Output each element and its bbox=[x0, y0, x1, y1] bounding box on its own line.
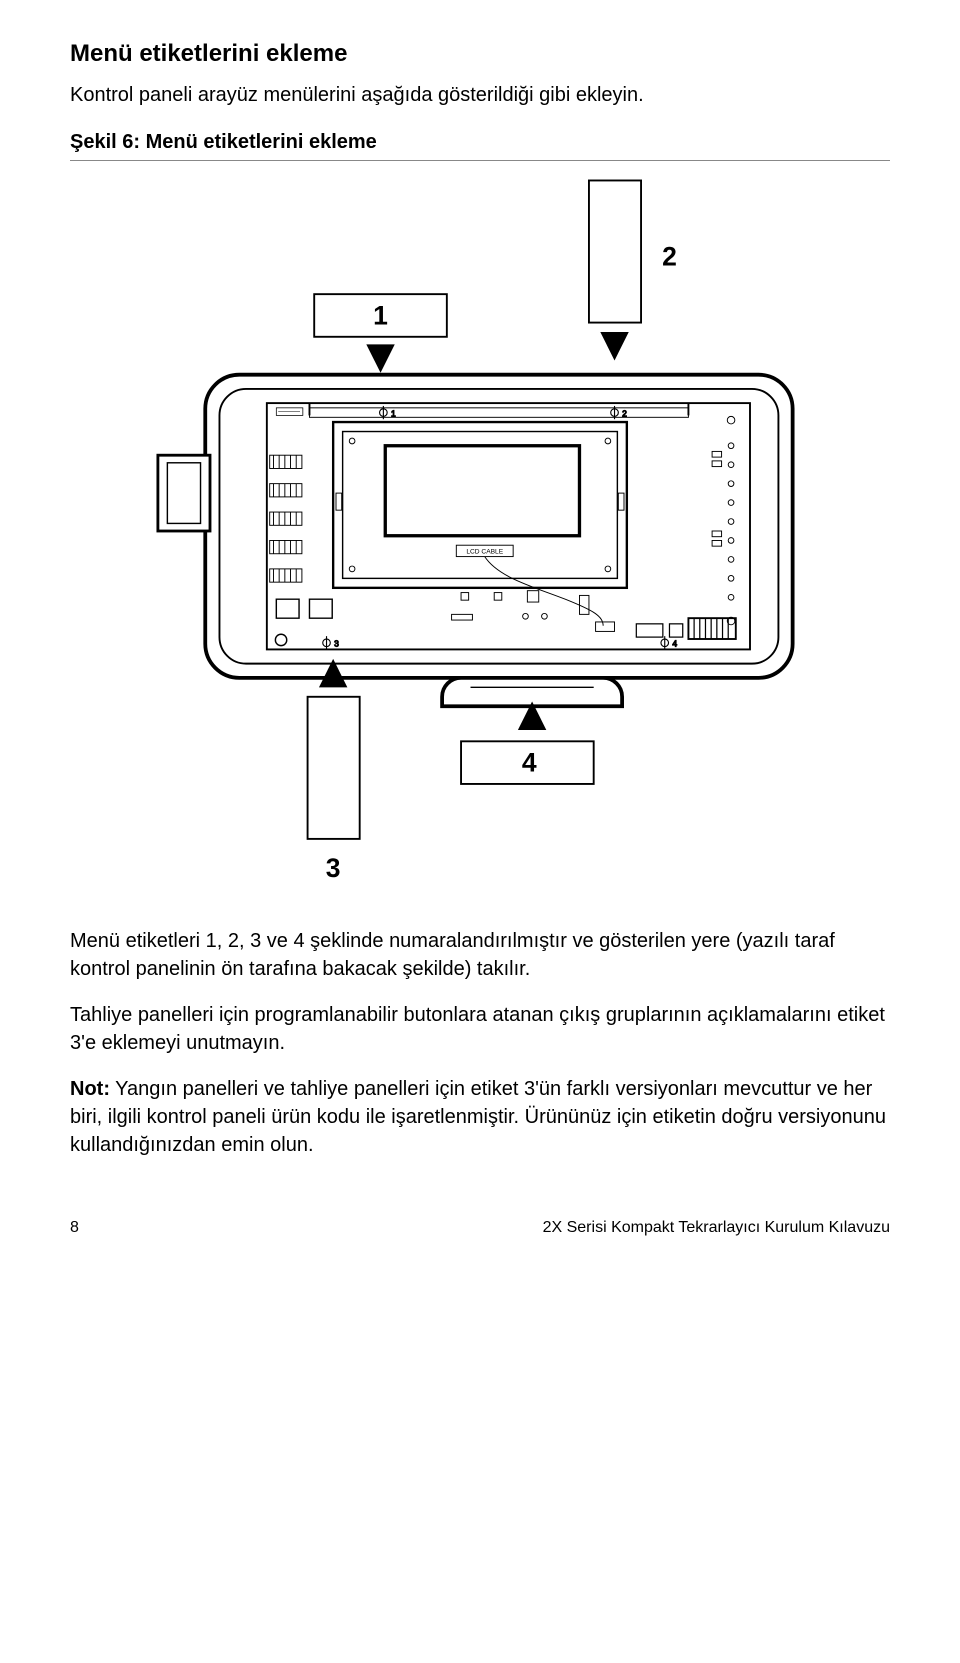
caption-1: Menü etiketleri 1, 2, 3 ve 4 şeklinde nu… bbox=[70, 927, 890, 983]
label-3: 3 bbox=[326, 853, 341, 883]
lcd-cable-text: LCD CABLE bbox=[466, 549, 503, 556]
svg-text:2: 2 bbox=[622, 408, 627, 418]
caption-3-text: Yangın panelleri ve tahliye panelleri iç… bbox=[70, 1078, 886, 1156]
note-label: Not: bbox=[70, 1078, 110, 1100]
diagram-svg: 2 1 LCD CABLE 1 2 3 4 bbox=[120, 171, 840, 891]
divider bbox=[70, 160, 890, 161]
label-4: 4 bbox=[522, 748, 537, 778]
footer-doc-title: 2X Serisi Kompakt Tekrarlayıcı Kurulum K… bbox=[543, 1219, 890, 1237]
page-footer: 8 2X Serisi Kompakt Tekrarlayıcı Kurulum… bbox=[70, 1219, 890, 1237]
footer-page-number: 8 bbox=[70, 1219, 79, 1237]
svg-text:3: 3 bbox=[334, 639, 339, 649]
label-2: 2 bbox=[662, 242, 677, 272]
figure-6: 2 1 LCD CABLE 1 2 3 4 bbox=[70, 171, 890, 891]
page-heading: Menü etiketlerini ekleme bbox=[70, 40, 890, 68]
svg-text:1: 1 bbox=[391, 408, 396, 418]
label-1: 1 bbox=[373, 300, 388, 330]
intro-text: Kontrol paneli arayüz menülerini aşağıda… bbox=[70, 82, 890, 109]
svg-text:4: 4 bbox=[672, 639, 677, 649]
caption-3-note: Not: Yangın panelleri ve tahliye panelle… bbox=[70, 1075, 890, 1159]
caption-2: Tahliye panelleri için programlanabilir … bbox=[70, 1001, 890, 1057]
figure-label: Şekil 6: Menü etiketlerini ekleme bbox=[70, 131, 890, 154]
